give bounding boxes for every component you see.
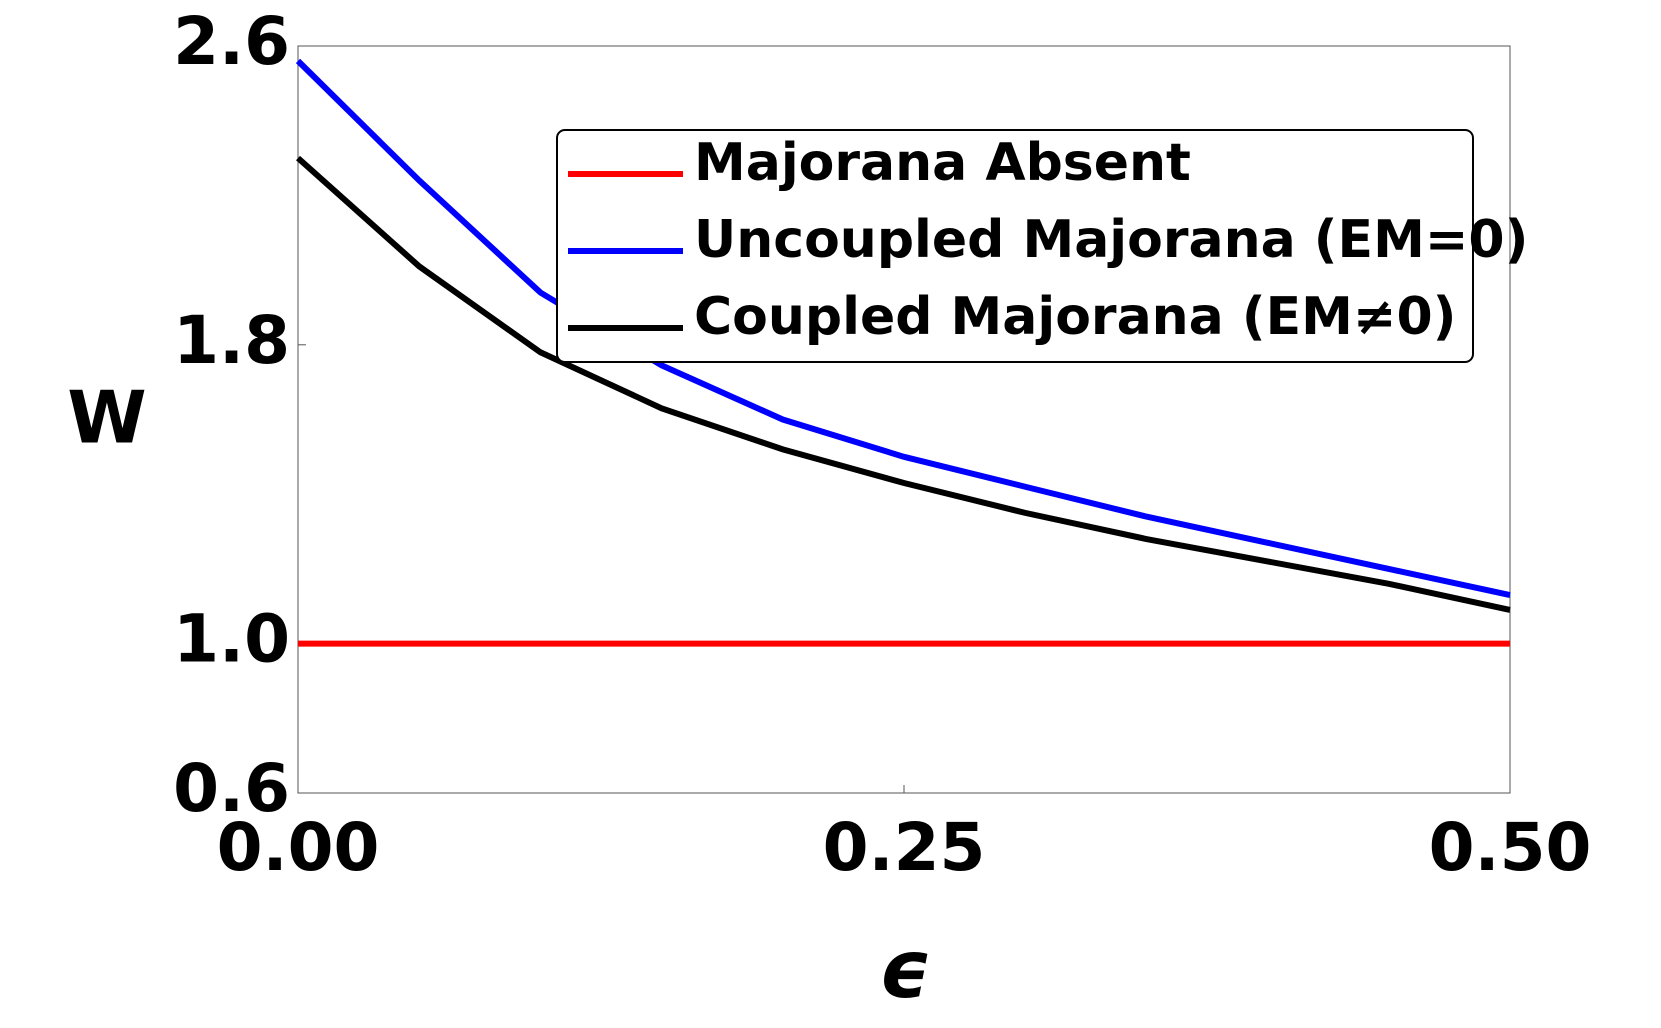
y-axis-label: W [67,376,146,460]
x-axis-label: ϵ [879,923,931,1016]
y-tick-label: 1.0 [173,601,290,678]
x-tick-label: 0.50 [1429,809,1592,886]
legend-label: Majorana Absent [694,133,1191,193]
series-line [295,58,1511,598]
series-line [296,155,1511,613]
y-tick-label: 1.8 [173,302,290,379]
legend-label: Coupled Majorana (EM≠0) [694,287,1456,347]
x-tick-label: 0.00 [217,809,380,886]
y-tick-label: 0.6 [173,750,290,827]
legend-box [556,129,1474,363]
x-tick-label: 0.25 [823,809,986,886]
legend-label: Uncoupled Majorana (EM=0) [694,210,1528,270]
y-tick-label: 2.6 [173,3,290,80]
